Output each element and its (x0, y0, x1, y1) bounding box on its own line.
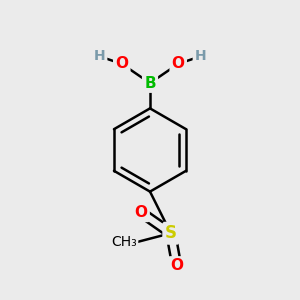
Text: O: O (115, 56, 128, 71)
Text: O: O (170, 258, 183, 273)
Text: H: H (195, 50, 206, 63)
Text: CH₃: CH₃ (111, 235, 136, 249)
Text: H: H (94, 50, 105, 63)
Text: S: S (165, 224, 177, 242)
Text: B: B (144, 76, 156, 91)
Text: O: O (172, 56, 185, 71)
Text: O: O (135, 205, 148, 220)
